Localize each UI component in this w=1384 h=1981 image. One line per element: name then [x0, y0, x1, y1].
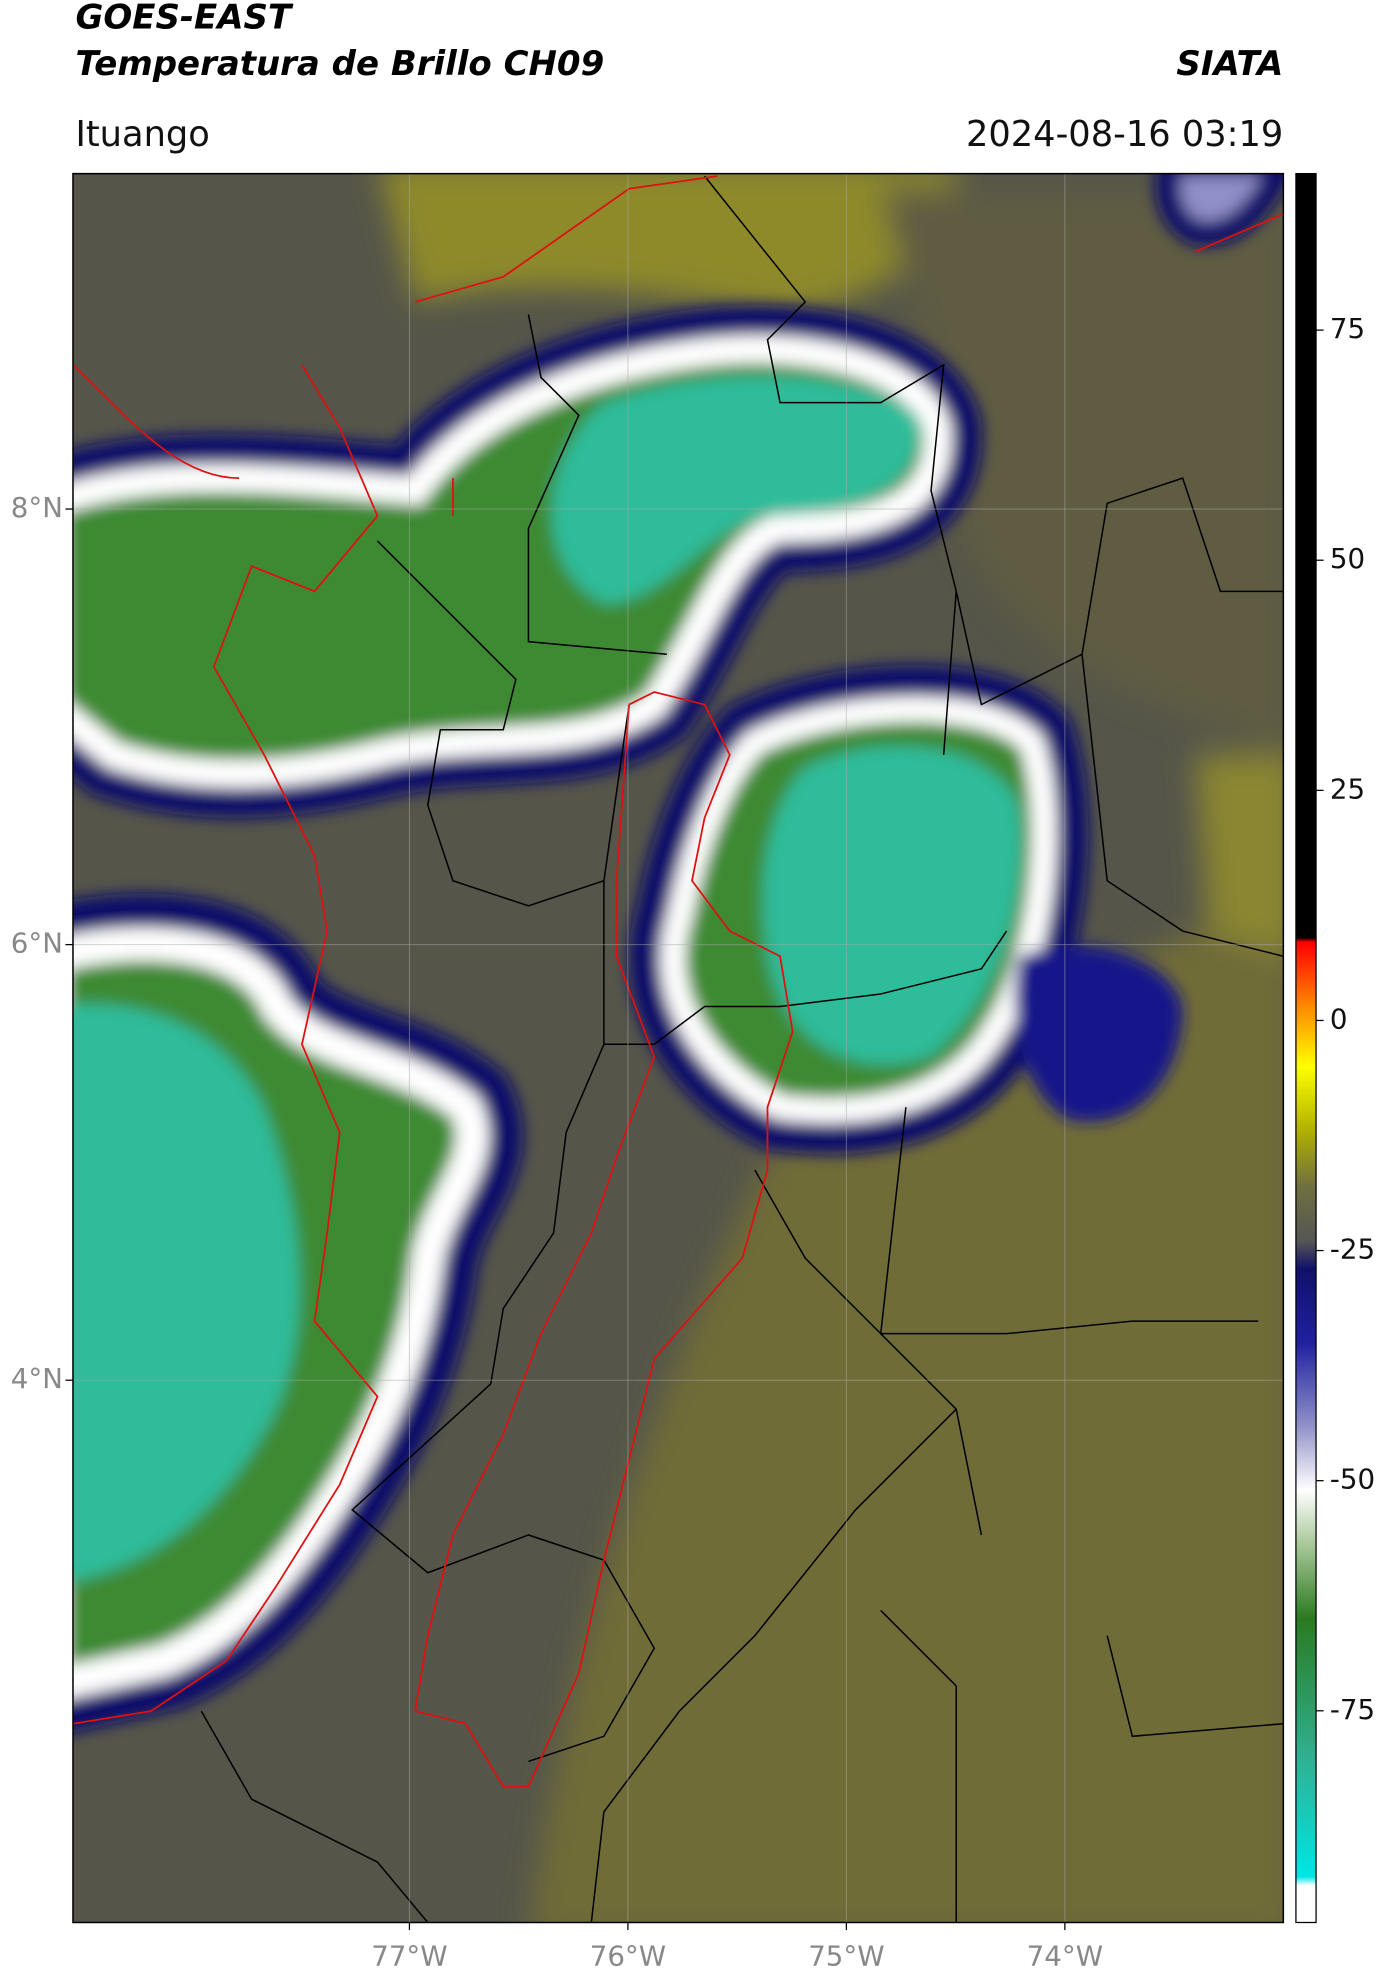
lat-tick-label: 6°N	[11, 927, 63, 960]
map-frame	[72, 172, 1285, 1924]
product: Temperatura de Brillo CH09	[75, 44, 604, 84]
colorbar-tick-label: -50	[1330, 1463, 1375, 1496]
colorbar-tick-label: 25	[1330, 772, 1365, 805]
lat-tick-label: 4°N	[11, 1362, 63, 1395]
colorbar-tick-label: -75	[1330, 1693, 1375, 1726]
location: Ituango	[75, 114, 209, 155]
colorbar-tick-label: -25	[1330, 1233, 1375, 1266]
colorbar-tick-label: 75	[1330, 312, 1365, 345]
colorbar	[1295, 172, 1317, 1924]
colorbar-tick-label: 50	[1330, 542, 1365, 575]
datetime: 2024-08-16 03:19	[966, 114, 1283, 155]
map-image	[72, 173, 1284, 1923]
lon-tick-label: 75°W	[808, 1940, 884, 1973]
lon-tick-label: 77°W	[371, 1940, 447, 1973]
lon-tick-label: 76°W	[590, 1940, 666, 1973]
grid	[72, 173, 1284, 1923]
satellite: GOES-EAST	[75, 0, 293, 37]
source: SIATA	[1176, 44, 1283, 84]
lat-tick-label: 8°N	[11, 491, 63, 524]
colorbar-tick-label: 0	[1330, 1002, 1348, 1035]
lon-tick-label: 74°W	[1027, 1940, 1103, 1973]
